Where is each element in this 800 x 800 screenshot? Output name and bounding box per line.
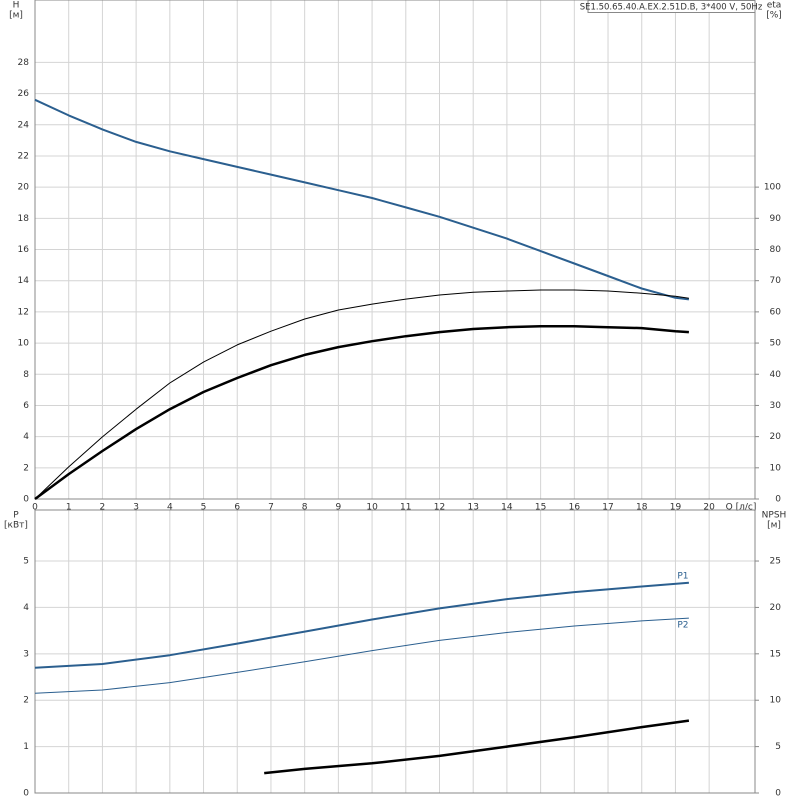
y2-tick-label: 20 xyxy=(770,603,782,613)
y-tick-label: 0 xyxy=(23,789,29,799)
x-tick-label: 12 xyxy=(434,503,445,513)
curve xyxy=(34,98,690,301)
y2-tick-label: 100 xyxy=(764,183,781,193)
y2-tick-label: 10 xyxy=(770,696,782,706)
y2-axis-label: [м] xyxy=(767,521,781,531)
y-tick-label: 22 xyxy=(18,151,29,161)
x-tick-label: 14 xyxy=(501,503,513,513)
plot-frame xyxy=(34,0,756,500)
curve xyxy=(34,289,689,500)
x-tick-label: 6 xyxy=(234,503,240,513)
curve xyxy=(34,617,689,694)
y2-tick-label: 30 xyxy=(770,401,782,411)
y2-tick-label: 15 xyxy=(770,649,781,659)
y-tick-label: 16 xyxy=(18,245,30,255)
y-tick-label: 14 xyxy=(18,276,30,286)
title-box xyxy=(587,0,756,13)
y-tick-label: 26 xyxy=(18,89,30,99)
y2-axis-label: eta xyxy=(767,1,782,11)
x-tick-label: 3 xyxy=(133,503,139,513)
y2-tick-label: 90 xyxy=(770,214,782,224)
y2-tick-label: 0 xyxy=(775,495,781,505)
y2-axis-label: [%] xyxy=(766,11,782,21)
y2-tick-label: 40 xyxy=(770,370,782,380)
x-tick-label: 11 xyxy=(400,503,411,513)
x-tick-label: 13 xyxy=(467,503,478,513)
x-tick-label: 1 xyxy=(66,503,72,513)
y-tick-label: 24 xyxy=(18,120,30,130)
y2-tick-label: 80 xyxy=(770,245,782,255)
x-tick-label: 4 xyxy=(167,503,173,513)
x-tick-label: 16 xyxy=(569,503,581,513)
curve xyxy=(264,719,690,775)
y2-tick-label: 20 xyxy=(770,432,782,442)
x-tick-label: 9 xyxy=(336,503,342,513)
x-tick-label: 17 xyxy=(602,503,613,513)
series-label: P2 xyxy=(677,621,688,631)
y-tick-label: 0 xyxy=(23,495,29,505)
y-axis-label: P xyxy=(13,511,19,521)
y-tick-label: 28 xyxy=(18,58,30,68)
y-axis-label: [м] xyxy=(9,11,23,21)
y-axis-label: H xyxy=(13,1,20,11)
y-tick-label: 10 xyxy=(18,339,30,349)
x-tick-label: 2 xyxy=(100,503,106,513)
y-axis-label: [кВт] xyxy=(4,521,28,531)
x-tick-label: 10 xyxy=(366,503,378,513)
x-tick-label: 7 xyxy=(268,503,274,513)
curve xyxy=(34,581,689,669)
y-tick-label: 20 xyxy=(18,183,30,193)
x-tick-label: 15 xyxy=(535,503,546,513)
y-tick-label: 6 xyxy=(23,401,29,411)
y2-tick-label: 5 xyxy=(775,742,781,752)
x-tick-label: 8 xyxy=(302,503,308,513)
y-tick-label: 3 xyxy=(23,649,29,659)
curve xyxy=(34,324,689,501)
y-tick-label: 18 xyxy=(18,214,30,224)
x-tick-label: 18 xyxy=(636,503,648,513)
x-tick-label: 20 xyxy=(703,503,715,513)
chart-title: SE1.50.65.40.A.EX.2.51D.B, 3*400 V, 50Hz xyxy=(580,3,763,13)
y2-axis-label: NPSH xyxy=(762,511,787,521)
plot-frame xyxy=(34,509,756,794)
x-tick-label: 19 xyxy=(670,503,682,513)
y2-tick-label: 25 xyxy=(770,557,781,567)
y-tick-label: 2 xyxy=(23,463,29,473)
y2-tick-label: 70 xyxy=(770,276,782,286)
y-tick-label: 8 xyxy=(23,370,29,380)
y-tick-label: 2 xyxy=(23,696,29,706)
y2-tick-label: 60 xyxy=(770,307,782,317)
y-tick-label: 4 xyxy=(23,603,29,613)
x-axis-label: Q [л/с] xyxy=(726,503,757,513)
y-tick-label: 4 xyxy=(23,432,29,442)
y-tick-label: 12 xyxy=(18,307,29,317)
y-tick-label: 1 xyxy=(23,742,29,752)
x-tick-label: 0 xyxy=(32,503,38,513)
y-tick-label: 5 xyxy=(23,557,29,567)
y2-tick-label: 10 xyxy=(770,463,782,473)
x-tick-label: 5 xyxy=(201,503,207,513)
y2-tick-label: 0 xyxy=(775,789,781,799)
y2-tick-label: 50 xyxy=(770,339,782,349)
series-label: P1 xyxy=(677,571,688,581)
